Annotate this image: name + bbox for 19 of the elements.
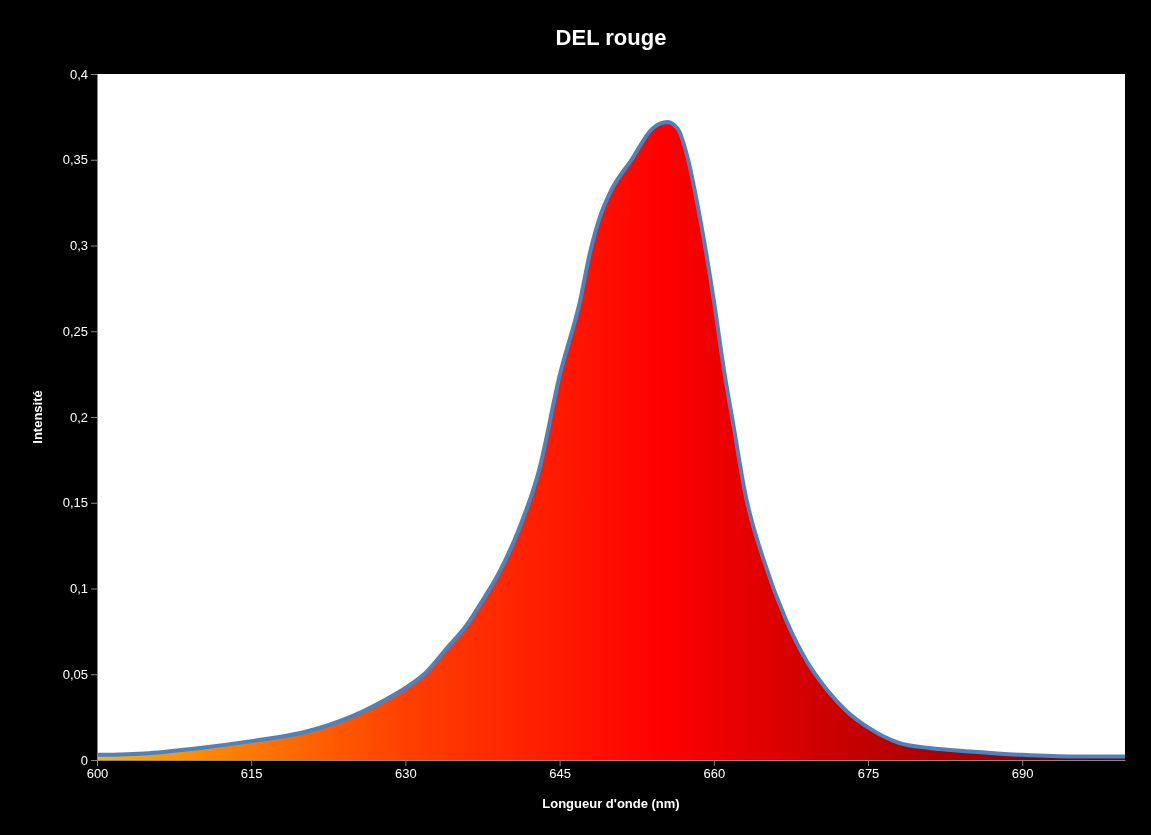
y-tick-label: 0,35	[62, 152, 88, 168]
x-tick-label: 645	[549, 766, 571, 782]
x-tick-label: 675	[857, 766, 880, 782]
chart-title: DEL rouge	[555, 25, 667, 50]
y-axis-title: Intensité	[30, 390, 45, 444]
x-tick-label: 690	[1011, 766, 1034, 782]
y-tick-label: 0,4	[69, 66, 88, 82]
y-tick-label: 0,2	[69, 409, 88, 425]
x-axis-title: Longueur d'onde (nm)	[542, 796, 680, 811]
y-tick-label: 0,05	[62, 666, 88, 682]
y-tick-label: 0,25	[62, 323, 88, 339]
x-tick-label: 630	[395, 766, 417, 782]
y-tick-label: 0	[80, 752, 88, 768]
x-tick-label: 615	[240, 766, 263, 782]
x-tick-label: 600	[86, 766, 109, 782]
y-tick-label: 0,15	[62, 495, 88, 511]
x-tick-label: 660	[703, 766, 726, 782]
y-tick-label: 0,1	[69, 581, 88, 597]
y-tick-label: 0,3	[69, 238, 88, 254]
